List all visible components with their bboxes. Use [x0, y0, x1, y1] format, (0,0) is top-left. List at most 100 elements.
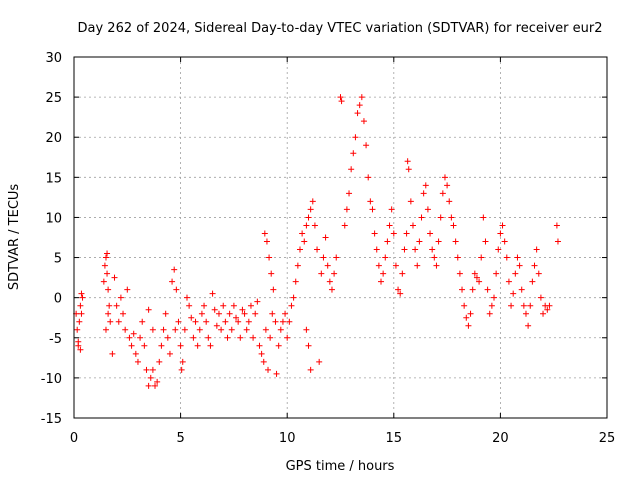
data-point — [473, 274, 480, 281]
data-point — [284, 334, 291, 341]
data-point — [226, 310, 233, 317]
data-point — [203, 318, 210, 325]
data-point — [292, 278, 299, 285]
data-point — [262, 326, 269, 333]
data-point — [100, 278, 107, 285]
data-point — [484, 286, 491, 293]
data-point — [122, 326, 129, 333]
data-point — [105, 310, 112, 317]
data-point — [154, 378, 161, 385]
x-tick-label: 15 — [386, 431, 403, 446]
chart-title: Day 262 of 2024, Sidereal Day-to-day VTE… — [78, 21, 603, 36]
data-point — [258, 350, 265, 357]
data-point — [444, 182, 451, 189]
data-point — [338, 98, 345, 105]
data-points — [73, 94, 561, 389]
data-point — [454, 254, 461, 261]
data-point — [102, 326, 109, 333]
data-point — [120, 310, 127, 317]
data-point — [188, 314, 195, 321]
data-point — [115, 318, 122, 325]
grid-lines — [74, 57, 607, 418]
data-point — [343, 206, 350, 213]
data-point — [301, 238, 308, 245]
data-point — [448, 214, 455, 221]
data-point — [367, 198, 374, 205]
data-point — [267, 334, 274, 341]
data-point — [324, 262, 331, 269]
data-point — [194, 342, 201, 349]
x-tick-label: 0 — [70, 431, 78, 446]
data-point — [252, 310, 259, 317]
y-axis-label: SDTVAR / TECUs — [7, 184, 22, 291]
data-point — [476, 278, 483, 285]
x-axis-label: GPS time / hours — [286, 459, 395, 474]
y-tick-label: 10 — [45, 211, 62, 226]
data-point — [318, 270, 325, 277]
data-point — [422, 182, 429, 189]
data-point — [303, 326, 310, 333]
data-point — [77, 302, 84, 309]
data-point — [145, 382, 152, 389]
data-point — [243, 326, 250, 333]
data-point — [254, 298, 261, 305]
data-point — [109, 350, 116, 357]
data-point — [533, 246, 540, 253]
data-point — [152, 382, 159, 389]
data-point — [149, 326, 156, 333]
data-point — [378, 278, 385, 285]
data-point — [493, 270, 500, 277]
data-point — [328, 286, 335, 293]
data-point — [256, 342, 263, 349]
data-point — [499, 222, 506, 229]
data-point — [418, 214, 425, 221]
data-point — [463, 314, 470, 321]
data-point — [316, 358, 323, 365]
data-point — [207, 342, 214, 349]
data-point — [303, 222, 310, 229]
data-point — [137, 334, 144, 341]
data-point — [139, 318, 146, 325]
data-point — [268, 270, 275, 277]
data-point — [296, 246, 303, 253]
data-point — [433, 262, 440, 269]
data-point — [337, 94, 344, 101]
data-point — [333, 254, 340, 261]
data-point — [75, 342, 82, 349]
data-point — [309, 198, 316, 205]
data-point — [250, 334, 257, 341]
data-point — [467, 310, 474, 317]
data-point — [465, 322, 472, 329]
data-point — [282, 310, 289, 317]
data-point — [211, 306, 218, 313]
data-point — [326, 278, 333, 285]
data-point — [503, 254, 510, 261]
data-point — [510, 290, 517, 297]
data-point — [405, 166, 412, 173]
y-tick-label: 15 — [45, 171, 62, 186]
data-point — [130, 330, 137, 337]
data-point — [540, 310, 547, 317]
data-point — [495, 246, 502, 253]
data-point — [224, 334, 231, 341]
data-point — [446, 198, 453, 205]
data-point — [196, 326, 203, 333]
data-point — [386, 222, 393, 229]
data-point — [117, 294, 124, 301]
data-point — [450, 222, 457, 229]
data-point — [128, 342, 135, 349]
data-point — [79, 294, 86, 301]
data-point — [373, 246, 380, 253]
data-point — [429, 246, 436, 253]
data-point — [78, 290, 85, 297]
data-point — [512, 270, 519, 277]
y-tick-label: -5 — [49, 332, 62, 347]
data-point — [126, 334, 133, 341]
data-point — [181, 326, 188, 333]
x-tick-label: 10 — [279, 431, 296, 446]
data-point — [222, 318, 229, 325]
data-point — [288, 302, 295, 309]
data-point — [369, 206, 376, 213]
data-point — [265, 366, 272, 373]
